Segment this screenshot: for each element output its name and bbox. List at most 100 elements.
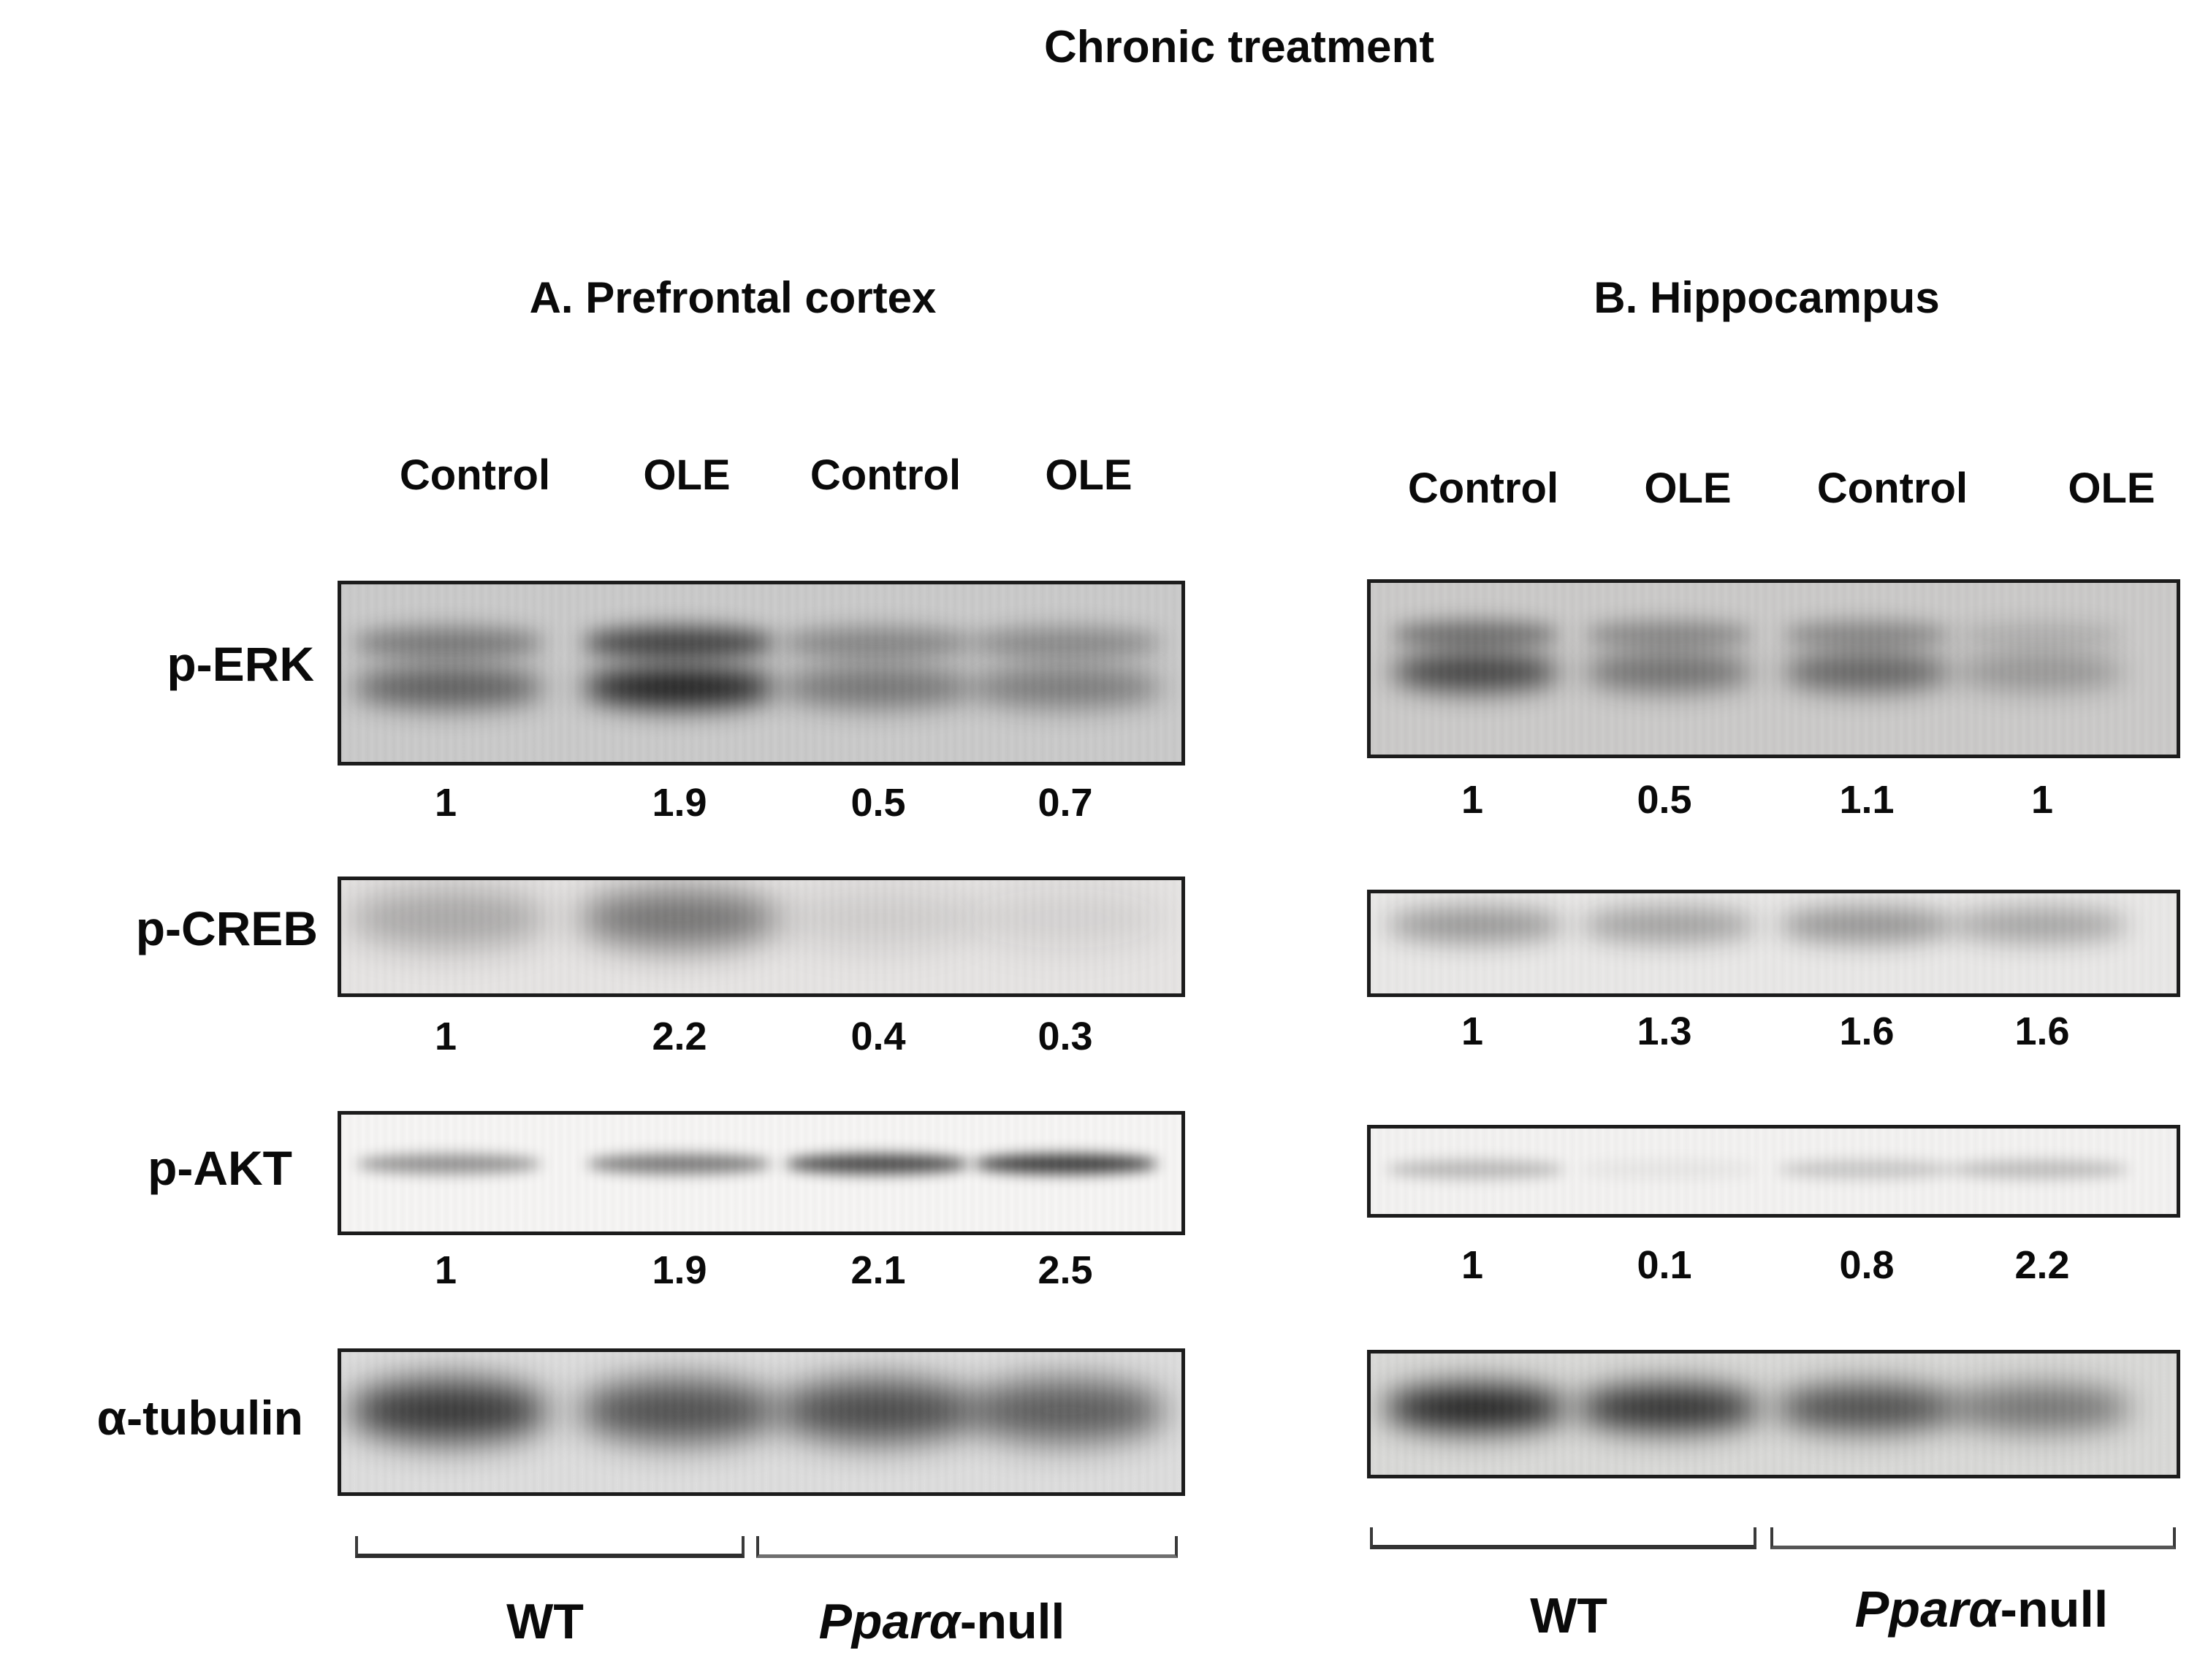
protein-band [1954, 619, 2125, 649]
protein-band [1951, 1160, 2128, 1180]
protein-band [969, 666, 1162, 708]
lane-label-b-ole-2: OLE [2068, 465, 2155, 512]
protein-band [351, 627, 546, 660]
protein-band [1387, 907, 1564, 944]
gene-name-italic: Pparα [1854, 1581, 2000, 1638]
blot-image-p-akt-hippocampus [1367, 1125, 2180, 1218]
group-label-ppara-null-a: Pparα-null [819, 1597, 1065, 1646]
densitometry-value: 1.6 [1839, 1009, 1895, 1053]
lane-label-a-ole-1: OLE [643, 451, 731, 499]
lane-label-b-control-1: Control [1407, 465, 1559, 512]
densitometry-value: 1.1 [1839, 778, 1895, 822]
protein-band [1580, 907, 1758, 944]
densitometry-value: 1 [434, 781, 457, 825]
protein-band [348, 889, 550, 948]
row-label-p-erk: p-ERK [167, 637, 314, 691]
blot-image-p-erk-prefrontal [338, 581, 1185, 765]
densitometry-value: 2.2 [652, 1015, 707, 1058]
group-label-wt-a: WT [506, 1594, 584, 1649]
panel-b-header: B. Hippocampus [1594, 273, 1940, 322]
protein-band [1584, 652, 1754, 692]
lane-label-a-control-1: Control [399, 451, 551, 499]
blot-image-p-erk-hippocampus [1367, 579, 2180, 758]
blot-image-a-tubulin-hippocampus [1367, 1350, 2180, 1478]
protein-band [582, 627, 776, 660]
protein-band [1390, 619, 1561, 649]
protein-band [776, 889, 978, 948]
protein-band [586, 1153, 772, 1174]
row-label-p-akt: p-AKT [148, 1141, 292, 1195]
densitometry-value: 0.3 [1038, 1015, 1093, 1058]
blot-image-p-akt-prefrontal [338, 1111, 1185, 1235]
densitometry-value: 2.5 [1038, 1248, 1093, 1292]
protein-band [1576, 1385, 1762, 1432]
densitometry-value: 0.5 [1637, 778, 1692, 822]
genotype-bracket-ppara-null-b [1770, 1527, 2176, 1549]
lane-label-b-ole-1: OLE [1644, 465, 1732, 512]
figure-title: Chronic treatment [1044, 22, 1434, 72]
densitometry-value: 0.8 [1839, 1243, 1895, 1287]
densitometry-value: 1 [434, 1015, 457, 1058]
densitometry-value: 1.3 [1637, 1009, 1692, 1053]
protein-band [578, 889, 780, 948]
protein-band [1387, 1160, 1564, 1180]
blot-image-a-tubulin-prefrontal [338, 1348, 1185, 1496]
protein-band [1781, 652, 1952, 692]
genotype-bracket-wt-b [1370, 1527, 1756, 1549]
protein-band [964, 1380, 1167, 1442]
protein-band [356, 1153, 541, 1174]
lane-label-b-control-2: Control [1816, 465, 1968, 512]
gene-suffix: -null [2000, 1581, 2109, 1638]
protein-band [780, 627, 974, 660]
protein-band [785, 1153, 970, 1174]
densitometry-value: 1.9 [652, 781, 707, 825]
group-label-ppara-null-b: Pparα-null [1855, 1584, 2109, 1635]
protein-band [1781, 619, 1952, 649]
protein-band [1778, 907, 1955, 944]
densitometry-value: 2.2 [2014, 1243, 2070, 1287]
densitometry-value: 1 [434, 1248, 457, 1292]
lane-label-a-ole-2: OLE [1045, 451, 1132, 499]
protein-band [1946, 1385, 2133, 1432]
blot-image-p-creb-prefrontal [338, 877, 1185, 997]
densitometry-value: 1 [1461, 1243, 1484, 1287]
protein-band [969, 627, 1162, 660]
protein-band [964, 889, 1167, 948]
protein-band [776, 1380, 978, 1442]
group-label-wt-b: WT [1530, 1588, 1607, 1643]
protein-band [348, 1380, 550, 1442]
protein-band [582, 666, 776, 708]
protein-band [1584, 619, 1754, 649]
protein-band [1954, 652, 2125, 692]
protein-band [351, 666, 546, 708]
protein-band [780, 666, 974, 708]
densitometry-value: 1 [1461, 1009, 1484, 1053]
protein-band [1778, 1160, 1955, 1180]
densitometry-value: 0.5 [850, 781, 906, 825]
genotype-bracket-wt-a [355, 1536, 745, 1558]
gene-suffix: -null [959, 1594, 1065, 1649]
protein-band [1382, 1385, 1569, 1432]
densitometry-value: 0.7 [1038, 781, 1093, 825]
densitometry-value: 0.1 [1637, 1243, 1692, 1287]
genotype-bracket-ppara-null-a [756, 1536, 1178, 1558]
densitometry-value: 1 [1461, 778, 1484, 822]
row-label-p-creb: p-CREB [135, 901, 318, 955]
protein-band [972, 1153, 1158, 1174]
densitometry-value: 1.9 [652, 1248, 707, 1292]
protein-band [1580, 1160, 1758, 1180]
lane-label-a-control-2: Control [810, 451, 962, 499]
protein-band [578, 1380, 780, 1442]
densitometry-value: 2.1 [850, 1248, 906, 1292]
densitometry-value: 1.6 [2014, 1009, 2070, 1053]
protein-band [1390, 652, 1561, 692]
densitometry-value: 1 [2030, 778, 2054, 822]
densitometry-value: 0.4 [850, 1015, 906, 1058]
gene-name-italic: Pparα [818, 1594, 960, 1649]
panel-a-header: A. Prefrontal cortex [529, 273, 937, 322]
blot-image-p-creb-hippocampus [1367, 890, 2180, 997]
protein-band [1773, 1385, 1960, 1432]
protein-band [1951, 907, 2128, 944]
row-label-a-tubulin: α-tubulin [96, 1391, 303, 1445]
